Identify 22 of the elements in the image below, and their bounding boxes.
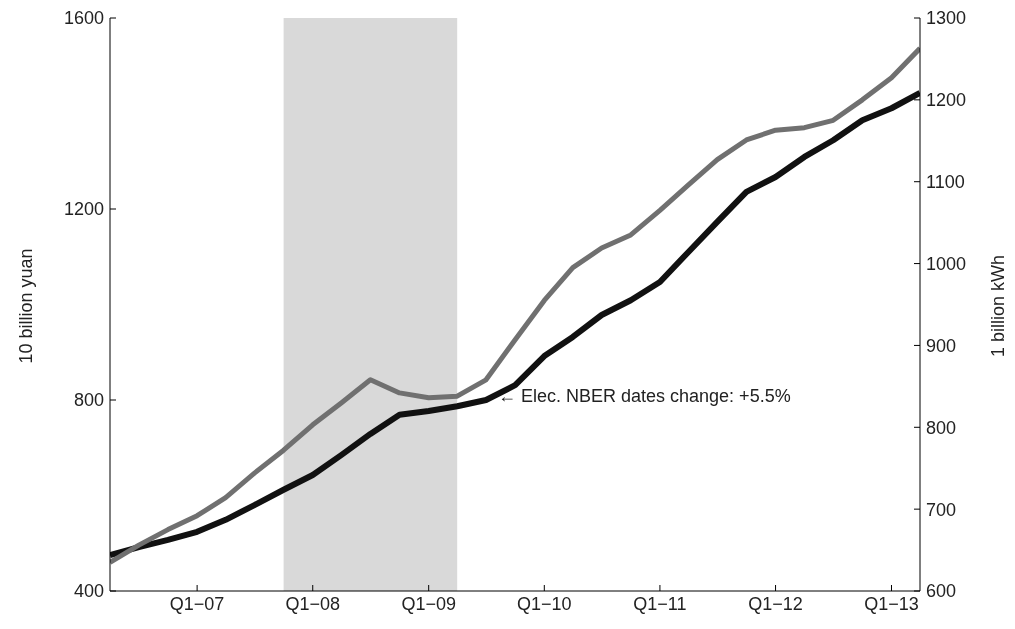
x-tick-label: Q1−08 bbox=[285, 593, 341, 614]
x-tick-label: Q1−07 bbox=[169, 593, 225, 614]
y-tick-label: 800 bbox=[73, 390, 104, 411]
x-tick-label: Q1−10 bbox=[517, 593, 572, 614]
x-tick-label: Q1−13 bbox=[864, 593, 919, 614]
x-tick-label: Q1−12 bbox=[748, 593, 803, 614]
y2-tick-label: 600 bbox=[926, 581, 957, 602]
y2-tick-label: 800 bbox=[926, 417, 957, 438]
x-tick-label: Q1−09 bbox=[401, 593, 456, 614]
y2-tick-label: 1100 bbox=[926, 172, 965, 193]
y-tick-label: 1200 bbox=[63, 199, 104, 220]
y2-tick-label: 700 bbox=[926, 499, 957, 520]
y2-axis-title: 1 billion kWh bbox=[987, 254, 1009, 358]
annotation: ← Elec. NBER dates change: +5.5% bbox=[498, 386, 791, 407]
y-axis-title: 10 billion yuan bbox=[15, 248, 37, 364]
y-tick-label: 1600 bbox=[63, 8, 104, 29]
y2-tick-label: 1000 bbox=[926, 253, 967, 274]
y2-tick-label: 1300 bbox=[926, 8, 967, 29]
y-tick-label: 400 bbox=[73, 581, 104, 602]
y2-tick-label: 1200 bbox=[926, 90, 967, 111]
x-tick-label: Q1−11 bbox=[633, 593, 687, 614]
y2-tick-label: 900 bbox=[926, 335, 957, 356]
